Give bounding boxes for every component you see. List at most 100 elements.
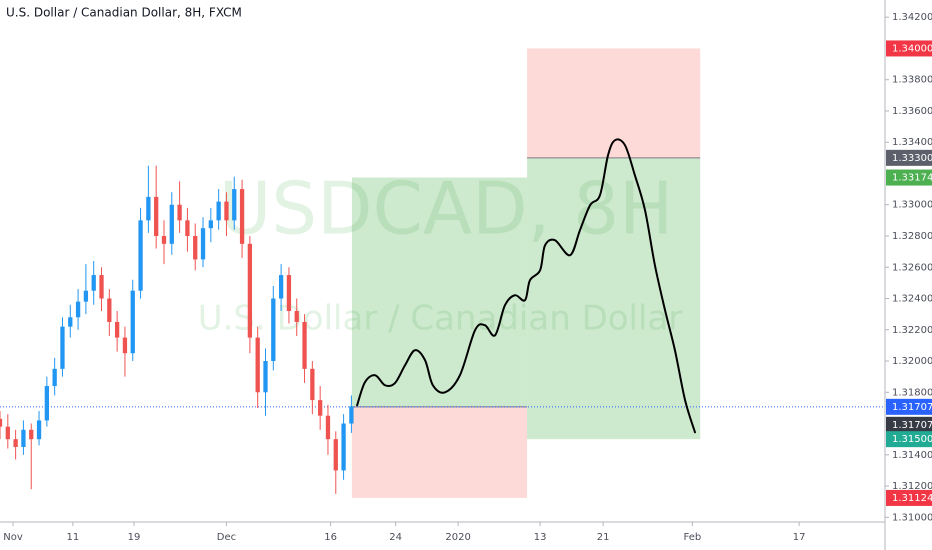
candle-body: [177, 204, 182, 221]
stop-zone: [351, 406, 528, 498]
x-tick-label: 13: [534, 532, 547, 543]
candle-body: [75, 301, 81, 318]
candle-body: [169, 204, 174, 244]
candle-body: [146, 196, 151, 221]
price-label: 1.31707: [892, 402, 932, 413]
y-tick-label: 1.32600: [892, 262, 932, 273]
candle-body: [294, 311, 299, 322]
x-tick-label: 16: [324, 532, 337, 543]
candle-body: [52, 368, 57, 387]
price-label-bg: [886, 40, 932, 57]
x-tick-label: Nov: [3, 532, 23, 543]
candle-body: [239, 189, 245, 244]
price-label: 1.31124: [892, 493, 932, 504]
y-tick-label: 1.33800: [892, 75, 932, 86]
x-tick-label: 2020: [445, 532, 470, 543]
candle-body: [91, 275, 96, 291]
y-tick-label: 1.33600: [892, 106, 932, 117]
candle-body: [44, 386, 50, 421]
candle-body: [341, 423, 346, 471]
watermark: USDCAD, 8H: [219, 167, 674, 251]
x-tick-label: 19: [128, 532, 141, 543]
price-label-bg: [886, 489, 932, 506]
price-label-bg: [886, 398, 932, 415]
candle-body: [29, 429, 34, 440]
candle-body: [21, 429, 26, 447]
y-tick-label: 1.33000: [892, 200, 932, 211]
y-tick-label: 1.33400: [892, 137, 932, 148]
x-tick-label: 17: [793, 532, 806, 543]
background-layer: USDCAD, 8H U.S. Dollar / Canadian Dollar: [198, 48, 701, 498]
y-tick-label: 1.32800: [892, 231, 932, 242]
profit-zone: [527, 157, 701, 440]
candle-body: [83, 290, 89, 302]
price-label: 1.31500: [892, 434, 932, 445]
candle-body: [13, 439, 18, 447]
candle-body: [318, 400, 323, 416]
time-axis-bg: [0, 522, 885, 550]
candle-body: [5, 426, 10, 440]
x-tick-label: 21: [597, 532, 610, 543]
watermark-subtitle: U.S. Dollar / Canadian Dollar: [198, 299, 683, 339]
candle-body: [349, 406, 354, 424]
price-label-bg: [886, 149, 932, 166]
candle-body: [130, 290, 135, 354]
y-tick-label: 1.34200: [892, 12, 932, 23]
candle-body: [185, 220, 190, 236]
price-label: 1.33300: [892, 153, 932, 164]
price-label: 1.33174: [892, 173, 932, 184]
candle-body: [36, 420, 42, 440]
candle-body: [325, 415, 331, 440]
candle-body: [99, 275, 104, 299]
candle-body: [333, 439, 338, 471]
candle-body: [138, 220, 143, 291]
brush-drawing: [356, 138, 696, 434]
candle-body: [271, 298, 276, 362]
candle-body: [161, 235, 167, 244]
chart-title: U.S. Dollar / Canadian Dollar, 8H, FXCM: [6, 6, 242, 20]
price-label-bg: [886, 431, 932, 448]
candle-body: [310, 368, 315, 401]
candle-body: [68, 317, 73, 327]
x-tick-label: Dec: [217, 532, 236, 543]
candle-body: [122, 337, 128, 354]
x-tick-label: Feb: [684, 532, 702, 543]
candle-body: [247, 243, 253, 338]
price-label: 1.31707: [892, 420, 932, 431]
y-tick-label: 1.31400: [892, 450, 932, 461]
candle-body: [278, 275, 284, 299]
y-tick-label: 1.32000: [892, 356, 932, 367]
candle-body: [208, 220, 213, 229]
y-tick-label: 1.32200: [892, 325, 932, 336]
candle-body: [0, 418, 3, 427]
candle-body: [154, 196, 159, 236]
candle-body: [286, 275, 292, 312]
plot-layer: [0, 138, 885, 494]
y-tick-label: 1.31000: [892, 512, 932, 523]
candle-body: [107, 298, 112, 322]
candle-body: [224, 201, 229, 221]
y-tick-label: 1.31800: [892, 387, 932, 398]
y-tick-label: 1.32400: [892, 294, 932, 305]
x-tick-label: 11: [67, 532, 80, 543]
candle-body: [60, 326, 65, 369]
y-tick-label: 1.31200: [892, 481, 932, 492]
candle-body: [200, 228, 206, 260]
candle-body: [302, 321, 307, 369]
price-label: 1.34000: [892, 43, 932, 54]
x-tick-label: 24: [389, 532, 402, 543]
price-axis-bg: [885, 0, 932, 550]
price-label-bg: [886, 416, 932, 433]
stop-zone: [527, 48, 701, 158]
candle-body: [263, 361, 268, 393]
candle-body: [193, 235, 198, 260]
price-label-bg: [886, 169, 932, 186]
candle-body: [216, 201, 221, 221]
candle-body: [232, 189, 237, 221]
candle-body: [114, 321, 120, 338]
candle-body: [255, 337, 260, 393]
profit-zone: [351, 177, 528, 407]
